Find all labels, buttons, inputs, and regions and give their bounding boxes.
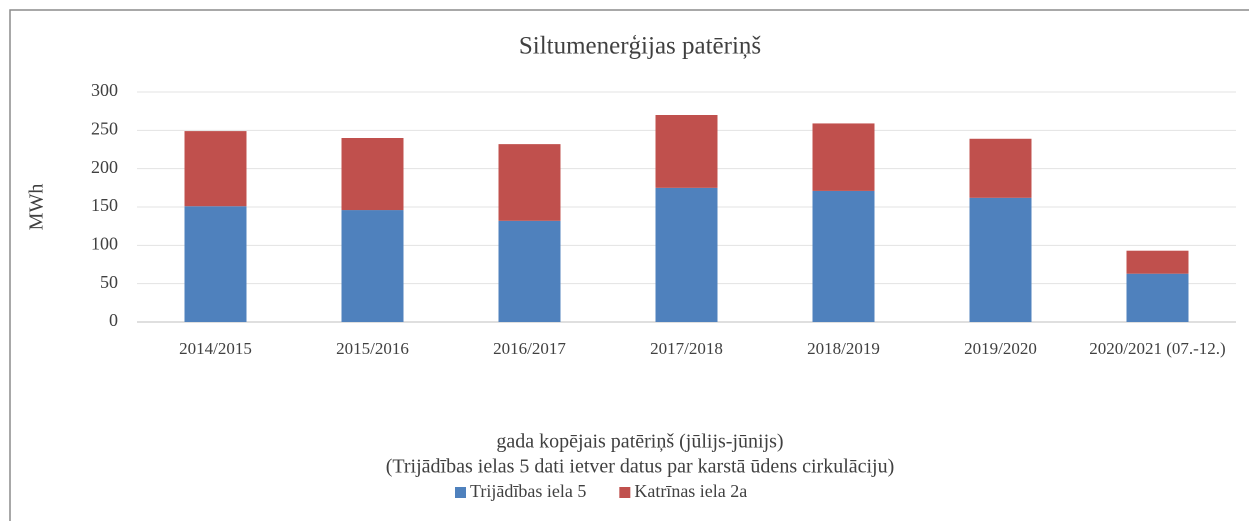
bar-segment (184, 131, 247, 207)
y-tick-label: 50 (100, 272, 118, 292)
y-tick-label: 250 (91, 118, 118, 138)
y-tick-label: 150 (91, 195, 118, 215)
bar-segment (498, 220, 561, 322)
y-tick-label: 300 (91, 80, 118, 100)
y-tick-label: 100 (91, 233, 118, 253)
bar-segment (341, 210, 404, 322)
bar-segment (1126, 250, 1189, 274)
bar-segment (812, 123, 875, 191)
legend-swatch (619, 487, 631, 498)
bar-segment (969, 138, 1032, 198)
x-tick-label: 2020/2021 (07.-12.) (1089, 339, 1226, 358)
legend-label: Katrīnas iela 2a (634, 481, 747, 501)
x-tick-label: 2018/2019 (807, 339, 880, 358)
bar-segment (812, 190, 875, 322)
x-tick-label: 2015/2016 (336, 339, 409, 358)
bar-segment (1126, 273, 1189, 322)
y-tick-label: 200 (91, 157, 118, 177)
bar-segment (184, 206, 247, 322)
x-tick-label: 2016/2017 (493, 339, 566, 358)
bar-segment (655, 115, 718, 188)
y-axis-label: MWh (26, 184, 48, 231)
x-axis-label: (Trijādības ielas 5 dati ietver datus pa… (386, 456, 895, 478)
x-axis-label: gada kopējais patēriņš (jūlijs-jūnijs) (496, 431, 783, 453)
bar-segment (341, 138, 404, 211)
legend-swatch (455, 487, 466, 498)
x-tick-label: 2019/2020 (964, 339, 1037, 358)
y-tick-label: 0 (109, 310, 118, 330)
x-tick-label: 2017/2018 (650, 339, 723, 358)
x-tick-label: 2014/2015 (179, 339, 252, 358)
frame (9, 9, 1249, 521)
chart-title: Siltumenerģijas patēriņš (519, 33, 762, 60)
bar-segment (498, 144, 561, 221)
legend-label: Trijādības iela 5 (470, 481, 586, 501)
bar-segment (969, 197, 1032, 322)
bar-segment (655, 187, 718, 322)
